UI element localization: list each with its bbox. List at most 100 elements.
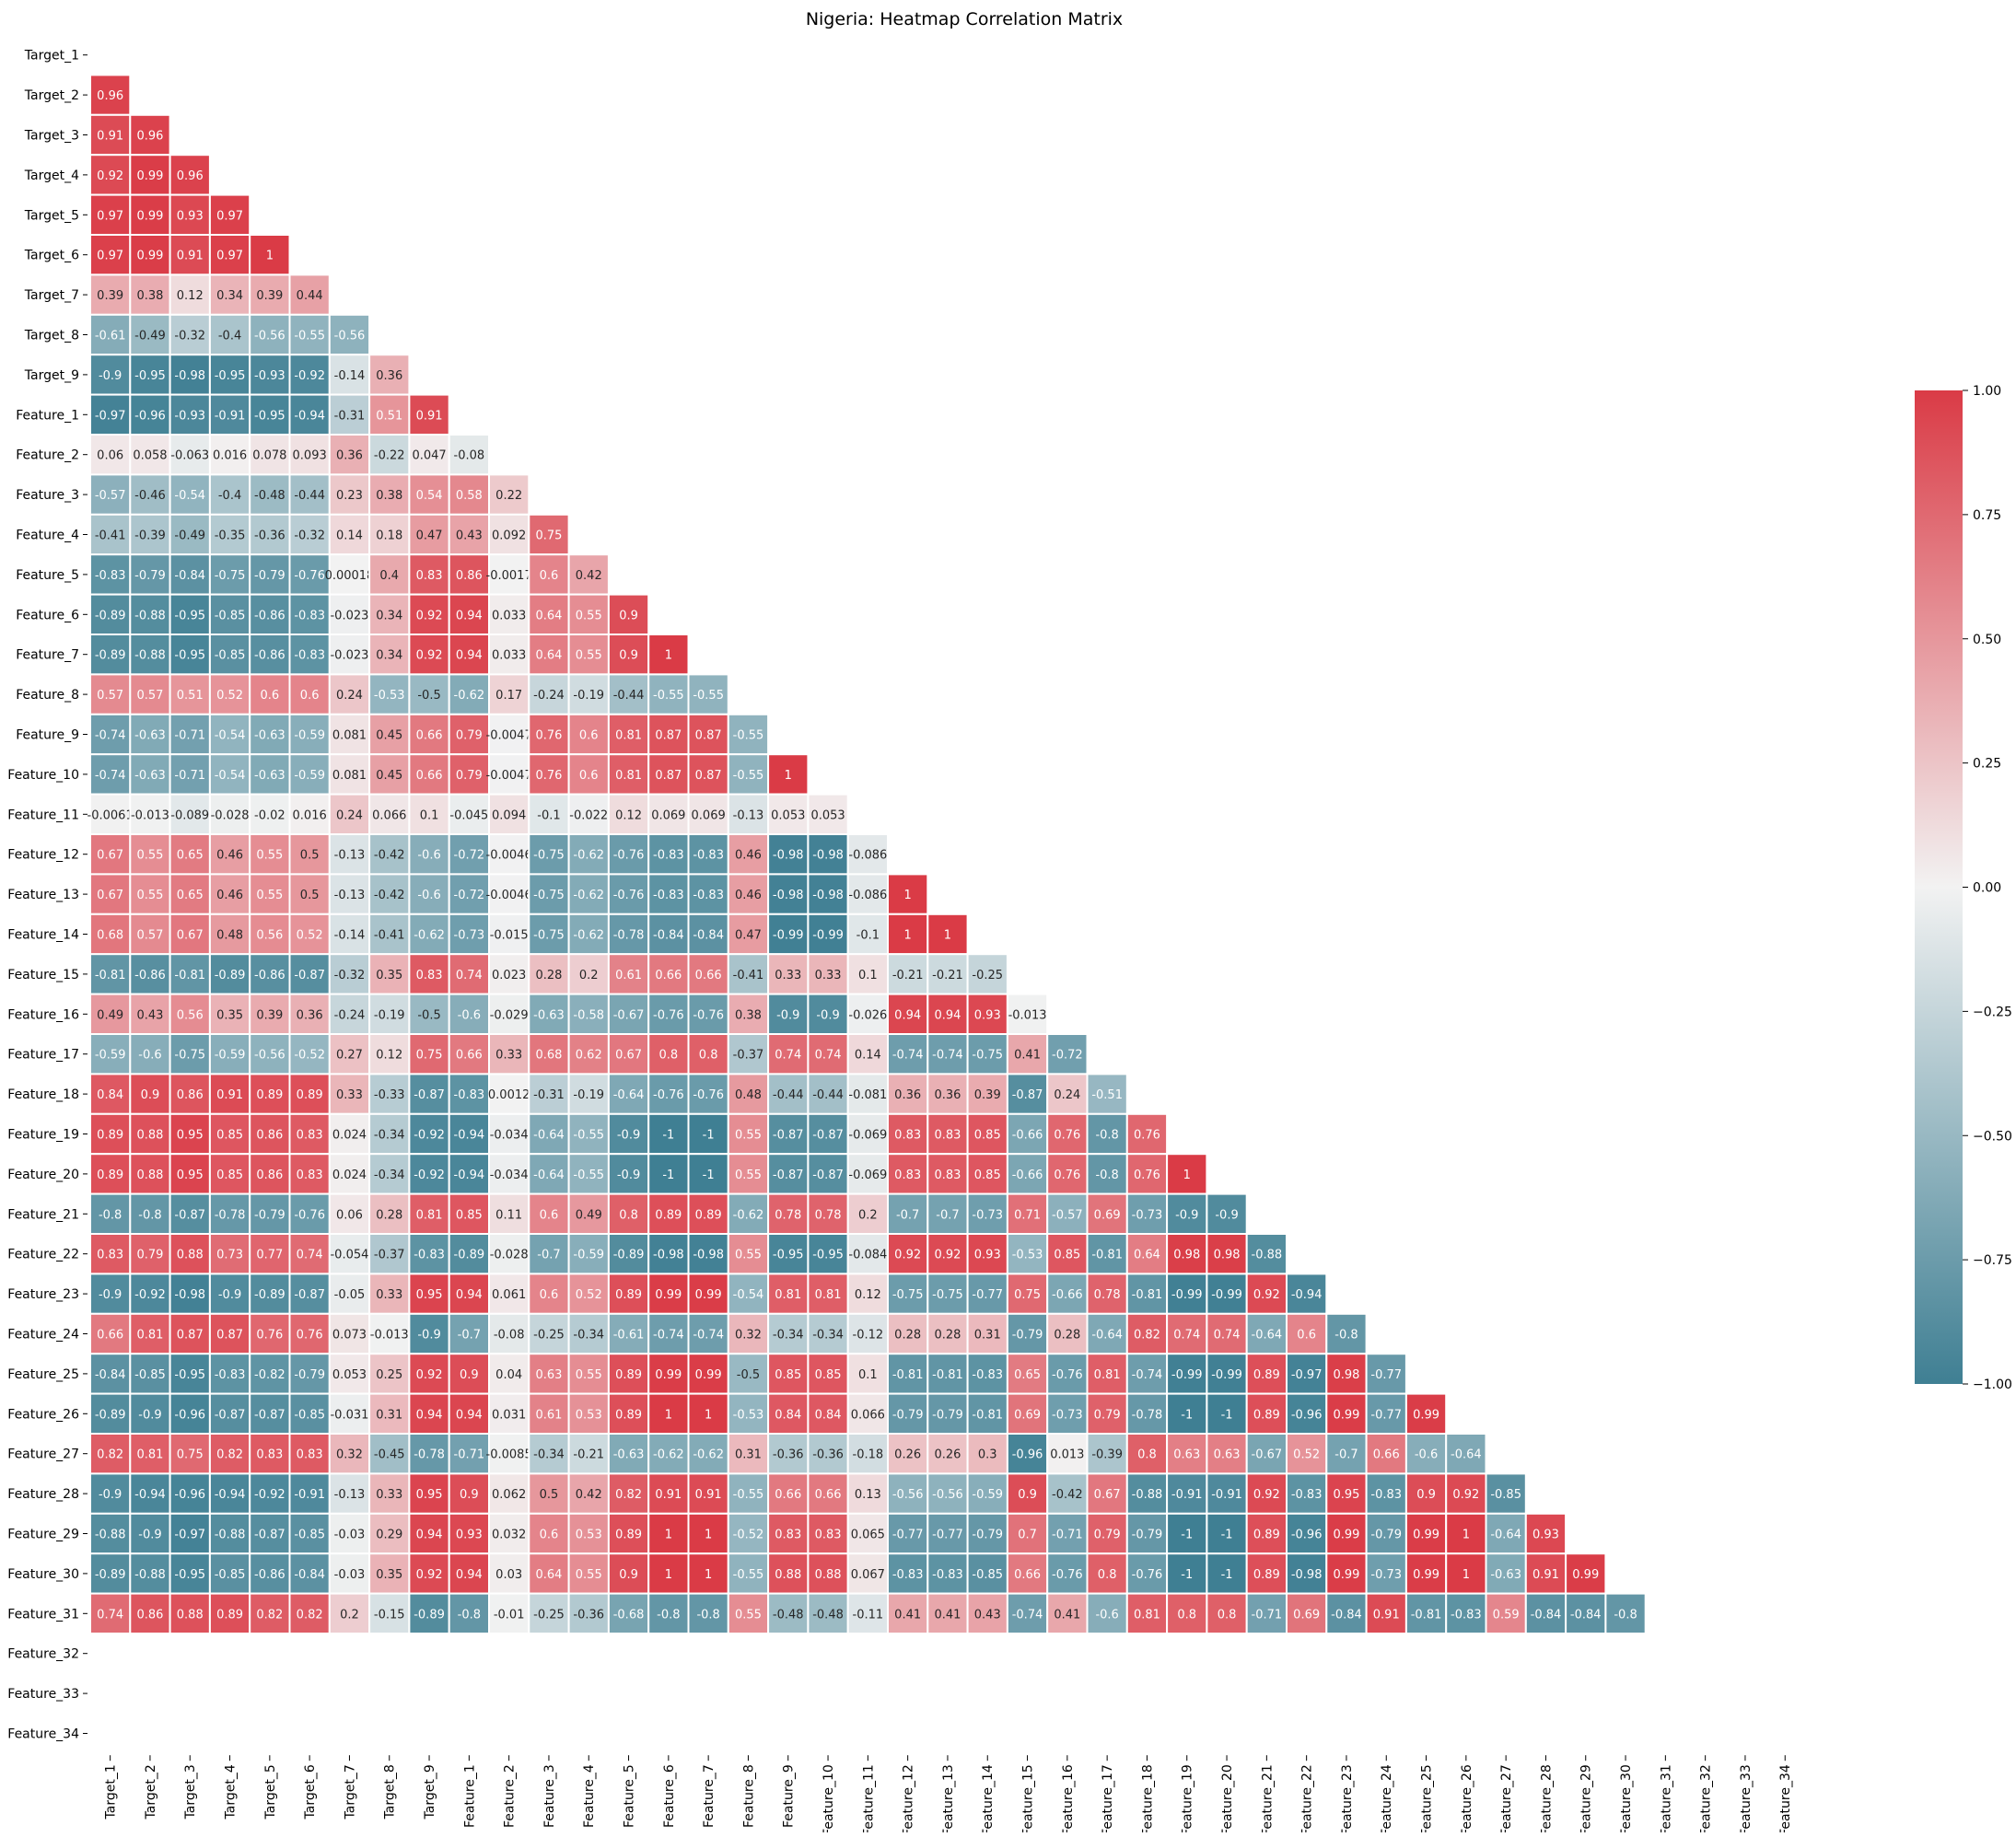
heatmap-cell — [169, 553, 211, 596]
cell-value-label: 0.99 — [136, 169, 163, 183]
heatmap-cell — [328, 673, 371, 715]
heatmap-cell — [89, 273, 132, 316]
cell-value-label: -0.88 — [1132, 1488, 1163, 1502]
cell-value-label: -0.8 — [99, 1208, 122, 1222]
cell-value-label: 0.48 — [735, 1088, 762, 1102]
heatmap-cell — [288, 1552, 331, 1595]
cell-value-label: 0.64 — [535, 1568, 562, 1582]
cell-value-label: -0.22 — [374, 449, 405, 463]
heatmap-cell — [846, 1073, 890, 1115]
cell-value-label: -0.026 — [848, 1008, 887, 1022]
cell-value-label: 0.31 — [735, 1448, 762, 1462]
heatmap-cell — [288, 1353, 331, 1395]
heatmap-cell — [1206, 1312, 1248, 1355]
heatmap-cell — [448, 1592, 491, 1634]
column-tick-label: Feature_25 — [1420, 1764, 1435, 1832]
cell-value-label: 0.78 — [1094, 1288, 1121, 1302]
cell-value-label: 0.46 — [216, 849, 243, 863]
cell-value-label: 0.47 — [416, 529, 443, 543]
heatmap-cell — [368, 1312, 411, 1355]
cell-value-label: -0.76 — [613, 889, 645, 902]
cell-value-label: 0.79 — [1094, 1529, 1121, 1542]
cell-value-label: 0.04 — [495, 1368, 522, 1382]
heatmap-cell — [727, 1273, 770, 1315]
cell-value-label: 0.12 — [615, 808, 642, 822]
cell-value-label: -0.9 — [417, 1329, 440, 1343]
heatmap-cell — [288, 513, 331, 556]
heatmap-cell — [528, 993, 570, 1035]
row-tick-label: Feature_11 — [7, 808, 79, 822]
cell-value-label: 0.0012 — [488, 1088, 530, 1102]
heatmap-cell — [1286, 1392, 1328, 1435]
heatmap-cell — [1206, 1353, 1248, 1395]
heatmap-cell — [1524, 1592, 1567, 1634]
cell-value-label: -0.46 — [134, 489, 166, 503]
cell-value-label: 0.52 — [297, 929, 323, 943]
cell-value-label: -0.59 — [294, 769, 325, 783]
cell-value-label: 0.093 — [293, 449, 327, 463]
heatmap-cell — [1086, 1273, 1128, 1315]
cell-value-label: 0.69 — [1293, 1608, 1320, 1622]
row-tick-label: Target_5 — [24, 208, 79, 223]
heatmap-cell — [89, 473, 132, 516]
row-tick-label: Feature_3 — [16, 488, 79, 503]
cell-value-label: -0.63 — [254, 729, 286, 743]
cell-value-label: -0.7 — [1334, 1448, 1358, 1462]
cell-value-label: -0.94 — [454, 1129, 485, 1143]
cell-value-label: 0.8 — [1218, 1608, 1237, 1622]
cell-value-label: 0.6 — [540, 569, 559, 583]
colorbar-tick-label: −0.50 — [1973, 1129, 2012, 1144]
cell-value-label: -0.9 — [99, 369, 122, 383]
cell-value-label: -0.99 — [1171, 1288, 1203, 1302]
cell-value-label: -0.89 — [95, 1408, 126, 1422]
cell-value-label: -0.74 — [1012, 1608, 1043, 1622]
column-tick-label: Feature_13 — [941, 1764, 956, 1832]
heatmap-cell — [169, 1192, 211, 1235]
cell-value-label: 0.61 — [535, 1408, 562, 1422]
cell-value-label: 0.36 — [894, 1088, 921, 1102]
cell-value-label: 0.12 — [177, 289, 204, 303]
cell-value-label: -0.81 — [95, 969, 126, 982]
cell-value-label: -0.08 — [454, 449, 485, 463]
cell-value-label: 0.91 — [1373, 1608, 1400, 1622]
cell-value-label: -0.063 — [170, 449, 209, 463]
column-tick-label: Feature_18 — [1140, 1764, 1155, 1832]
heatmap-cell — [1604, 1592, 1647, 1634]
heatmap-cell — [647, 1433, 690, 1475]
cell-value-label: -0.85 — [972, 1568, 1003, 1582]
cell-value-label: -0.54 — [215, 729, 246, 743]
cell-value-label: 0.43 — [136, 1008, 163, 1022]
cell-value-label: 0.9 — [460, 1488, 479, 1502]
cell-value-label: 0.81 — [775, 1288, 801, 1302]
heatmap-cell — [846, 1392, 890, 1435]
cell-value-label: 0.66 — [695, 969, 722, 982]
cell-value-label: -0.53 — [733, 1408, 764, 1422]
heatmap-cell — [249, 273, 291, 316]
heatmap-cell — [129, 234, 171, 276]
heatmap-cell — [687, 1312, 729, 1355]
heatmap-cell — [687, 1033, 729, 1075]
row-tick-label: Target_2 — [24, 88, 79, 103]
cell-value-label: -0.59 — [972, 1488, 1003, 1502]
cell-value-label: -0.089 — [170, 808, 209, 822]
column-tick-label: Feature_16 — [1061, 1764, 1076, 1832]
heatmap-cell — [208, 833, 251, 876]
cell-value-label: -0.76 — [613, 849, 645, 863]
cell-value-label: -0.73 — [1370, 1568, 1402, 1582]
cell-value-label: 0.016 — [293, 808, 327, 822]
heatmap-cell — [368, 673, 411, 715]
cell-value-label: 0.83 — [894, 1129, 921, 1143]
cell-value-label: 0.87 — [216, 1329, 243, 1343]
heatmap-cell — [846, 913, 890, 956]
cell-value-label: -0.85 — [215, 609, 246, 622]
cell-value-label: -0.023 — [330, 609, 368, 622]
column-tick-label: Feature_19 — [1181, 1764, 1195, 1832]
cell-value-label: -0.89 — [254, 1288, 286, 1302]
cell-value-label: -0.97 — [174, 1529, 205, 1542]
heatmap-cell — [208, 1353, 251, 1395]
colorbar-tick-label: 0.50 — [1973, 633, 2001, 647]
cell-value-label: -0.13 — [334, 849, 366, 863]
cell-value-label: 0.66 — [815, 1488, 842, 1502]
cell-value-label: 0.96 — [136, 130, 163, 144]
heatmap-cell — [328, 953, 371, 995]
